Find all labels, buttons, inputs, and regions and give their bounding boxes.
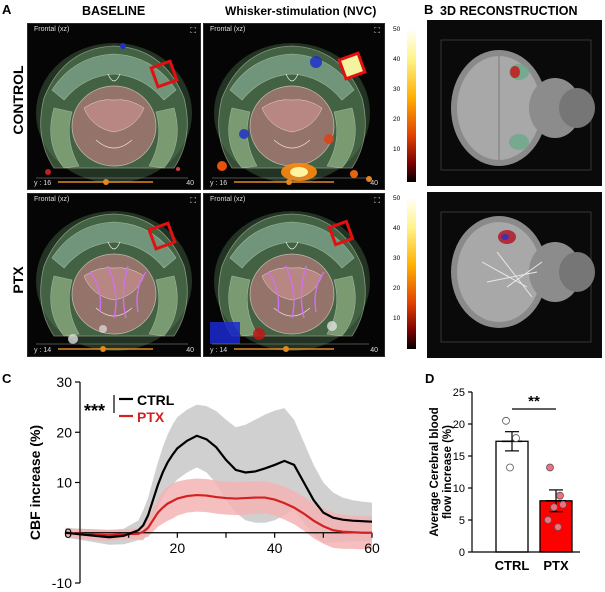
bar-ctrl (495, 440, 529, 553)
y-tick-label: 20 (453, 419, 465, 431)
expand-icon[interactable]: ⛶ (374, 196, 380, 205)
x-tick-label: CTRL (495, 558, 530, 573)
colorbar-tick: 30 (393, 255, 401, 262)
panel-label-b: B (424, 2, 434, 17)
data-point (546, 463, 554, 472)
legend-ctrl-label: CTRL (137, 392, 175, 408)
y-tick-label: 0 (459, 547, 465, 559)
data-point (559, 500, 567, 509)
x-tick-label: 40 (267, 540, 283, 556)
colorbar-tick: 40 (393, 56, 401, 63)
image-ptx-nvc: Frontal (xz) ⛶ y : 14 40 (203, 193, 385, 357)
data-point (556, 491, 564, 500)
y-axis-label-line2: flow increase (%) (442, 425, 454, 519)
x-tick-label: 60 (364, 540, 380, 556)
expand-icon[interactable]: ⛶ (190, 26, 196, 35)
image-ptx-baseline: Frontal (xz) ⛶ y : 14 40 (27, 193, 201, 357)
average-cbf-bar-chart: CTRL PTX 0 5 10 15 20 25 ** Average Cerebral bloo… (429, 387, 580, 573)
frontal-label: Frontal (xz) (34, 196, 70, 203)
data-point (550, 503, 558, 512)
roi-box (327, 219, 355, 247)
slider-max-label: 40 (186, 347, 194, 354)
data-point (506, 463, 514, 472)
image-control-baseline: Frontal (xz) ⛶ y : 16 40 (27, 23, 201, 190)
significance-stars: *** (84, 401, 105, 421)
slider-max-label: 40 (370, 347, 378, 354)
data-point (544, 516, 552, 524)
data-point (554, 523, 562, 531)
recon-ptx (427, 192, 602, 358)
column-title-nvc: Whisker-stimulation (NVC) (225, 4, 377, 18)
roi-box (337, 51, 367, 81)
y-tick-label: 20 (56, 424, 72, 440)
y-tick-label: 10 (56, 475, 72, 491)
panel-label-c: C (2, 371, 12, 386)
significance-stars: ** (528, 393, 540, 410)
expand-icon[interactable]: ⛶ (374, 26, 380, 35)
y-tick-label: -10 (52, 575, 72, 591)
colorbar-tick: 10 (393, 315, 401, 322)
y-tick-label: 15 (453, 451, 465, 463)
row-label-control: CONTROL (10, 65, 26, 135)
colorbar-tick: 50 (393, 26, 401, 33)
data-point (512, 434, 520, 442)
frontal-label: Frontal (xz) (210, 26, 246, 33)
data-point (502, 416, 510, 425)
y-axis-label: CBF increase (%) (27, 425, 43, 540)
column-title-3d: 3D RECONSTRUCTION (440, 4, 578, 18)
colorbar-tick: 50 (393, 195, 401, 202)
x-tick-label: 20 (170, 540, 186, 556)
ctrl-mean-line (65, 434, 373, 539)
colorbar-ptx (407, 197, 416, 349)
y-tick-label: 30 (56, 374, 72, 390)
colorbar-tick: 40 (393, 225, 401, 232)
column-title-baseline: BASELINE (82, 4, 146, 18)
frontal-label: Frontal (xz) (210, 196, 246, 203)
y-tick-label: 5 (459, 515, 465, 527)
panel-label-a: A (2, 2, 12, 17)
recon-control (427, 20, 602, 186)
image-control-nvc: Frontal (xz) ⛶ y : 16 40 (203, 23, 385, 190)
ptx-mean-line (65, 493, 372, 537)
colorbar-tick: 10 (393, 146, 401, 153)
colorbar-tick: 20 (393, 285, 401, 292)
panel-label-d: D (425, 371, 435, 386)
roi-box (147, 221, 177, 251)
slider-max-label: 40 (370, 180, 378, 187)
y-axis-label-line1: Average Cerebral blood (429, 407, 441, 536)
x-tick-label: PTX (543, 558, 569, 573)
roi-box (149, 59, 179, 89)
frontal-label: Frontal (xz) (34, 26, 70, 33)
row-label-ptx: PTX (10, 266, 26, 294)
y-slice-label: y : 14 (34, 347, 52, 354)
y-tick-label: 10 (453, 483, 465, 495)
colorbar-tick: 20 (393, 116, 401, 123)
y-tick-label: 25 (453, 387, 465, 399)
y-slice-label: y : 16 (210, 180, 228, 187)
y-slice-label: y : 16 (34, 180, 52, 187)
expand-icon[interactable]: ⛶ (190, 196, 196, 205)
slider-max-label: 40 (186, 180, 194, 187)
legend-ptx-label: PTX (137, 409, 165, 425)
y-slice-label: y : 14 (210, 347, 228, 354)
colorbar-tick: 30 (393, 86, 401, 93)
colorbar-control (407, 28, 416, 182)
